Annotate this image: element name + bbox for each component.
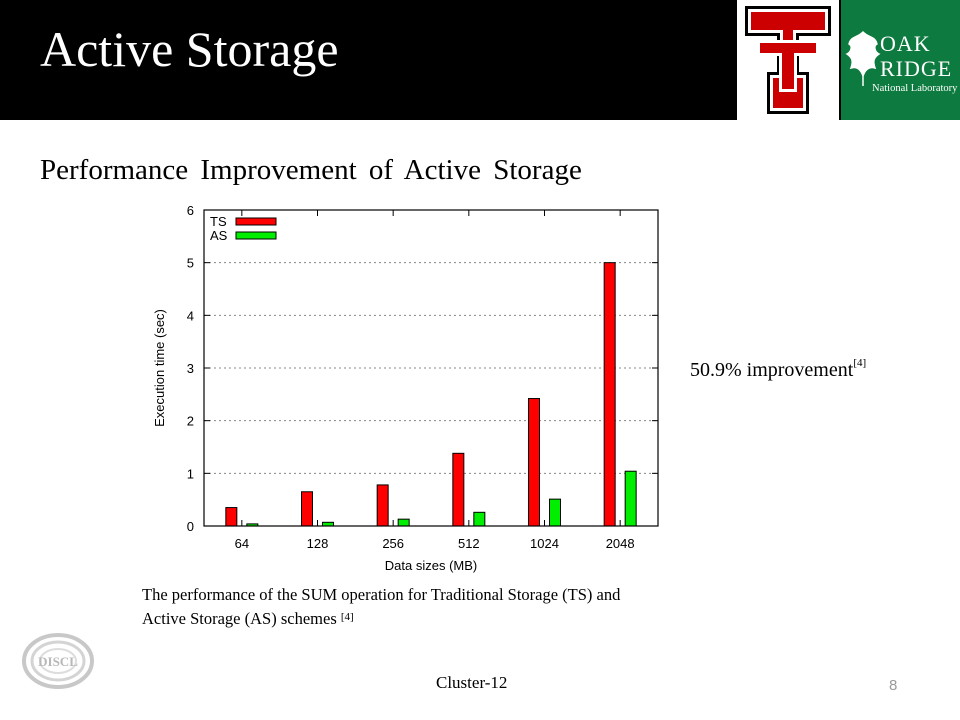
y-tick-label: 6 [187,203,194,218]
ornl-logo-oak: OAK [880,31,931,56]
legend-label-ts: TS [210,214,227,229]
bar-ts [376,484,389,527]
slide-title: Active Storage [40,21,339,77]
x-tick-label: 256 [382,536,404,551]
legend-label-as: AS [210,228,228,243]
bar-ts [528,398,540,527]
improvement-text: 50.9% improvement [690,359,854,381]
y-tick-label: 4 [187,308,194,323]
legend-swatch-as [235,231,277,240]
x-tick-label: 2048 [606,536,635,551]
y-tick-label: 1 [187,466,194,481]
execution-time-chart: 0 1 2 3 4 5 6 64 128 256 512 1024 2048 Data sizes (MB… [152,203,659,573]
chart-caption: The performance of the SUM operation for… [142,583,632,631]
x-tick-label: 128 [307,536,329,551]
ornl-logo [841,0,960,120]
bar-as [549,498,561,527]
y-tick-label: 5 [187,256,194,271]
bar-as [624,470,637,527]
x-tick-label: 1024 [530,536,559,551]
improvement-reference: [4] [853,357,867,369]
bar-as [397,518,410,527]
ornl-logo-ridge: RIDGE [880,56,953,81]
bar-ts [225,507,238,527]
bar-ts [301,491,313,527]
y-tick-label: 0 [187,519,194,534]
texas-tech-logo [737,0,839,120]
y-tick-label: 2 [187,414,194,429]
bar-ts [452,452,465,527]
y-axis-label: Execution time (sec) [152,309,167,427]
caption-reference: [4] [340,611,354,623]
footer-text: Cluster-12 [436,673,508,692]
slide-subtitle: Performance Improvement of Active Storag… [40,154,582,186]
oak-leaf-icon [845,30,881,86]
x-tick-label: 64 [235,536,249,551]
improvement-note: 50.9% improvement[4] [690,357,867,381]
bar-as [473,511,486,527]
plot-frame [203,209,659,527]
ornl-logo-lab: National Laboratory [872,83,958,94]
page-number: 8 [889,677,898,694]
discl-logo: DISCL [22,633,94,689]
x-axis-label: Data sizes (MB) [385,558,477,573]
x-tick-label: 512 [458,536,480,551]
bar-ts [603,262,616,527]
svg-text:DISCL: DISCL [38,654,78,669]
y-tick-label: 3 [187,361,194,376]
caption-text: The performance of the SUM operation for… [142,585,621,628]
legend-swatch-ts [235,217,277,226]
